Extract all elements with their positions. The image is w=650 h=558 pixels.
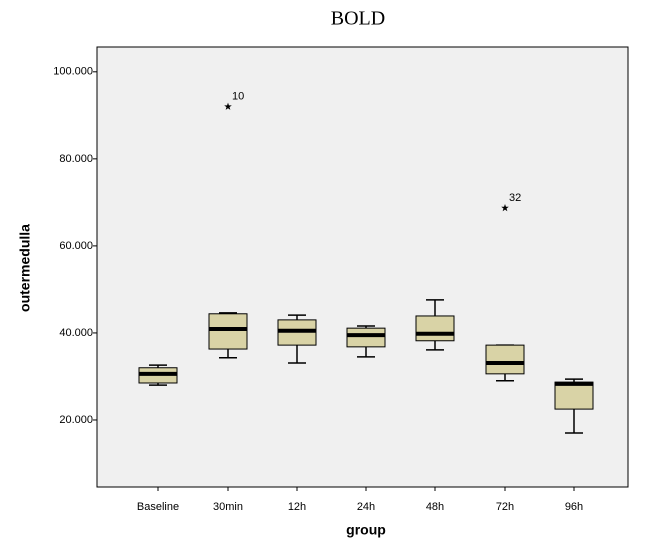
- x-tick-label: 48h: [426, 501, 444, 513]
- outlier-label: 32: [509, 192, 521, 204]
- outlier: [501, 204, 509, 212]
- y-axis-label: outermedulla: [17, 224, 33, 312]
- x-tick-label: 12h: [288, 501, 306, 513]
- x-tick-label: Baseline: [137, 501, 179, 513]
- box: [208, 313, 248, 350]
- y-tick-label: 40.000: [59, 327, 93, 339]
- box: [346, 327, 386, 348]
- y-tick-label: 20.000: [59, 414, 93, 426]
- box: [415, 315, 455, 342]
- y-tick-label: 100.000: [53, 66, 93, 78]
- outlier: [224, 102, 232, 110]
- x-tick-label: 72h: [496, 501, 514, 513]
- box: [485, 344, 525, 375]
- y-tick-label: 80.000: [59, 153, 93, 165]
- y-tick-label: 60.000: [59, 240, 93, 252]
- box: [554, 381, 594, 410]
- outlier-label: 10: [232, 91, 244, 103]
- x-tick-label: 30min: [213, 501, 243, 513]
- plot-area: [96, 46, 629, 488]
- x-axis-label: group: [346, 522, 386, 538]
- chart-title: BOLD: [331, 8, 385, 30]
- x-tick-label: 96h: [565, 501, 583, 513]
- x-tick-label: 24h: [357, 501, 375, 513]
